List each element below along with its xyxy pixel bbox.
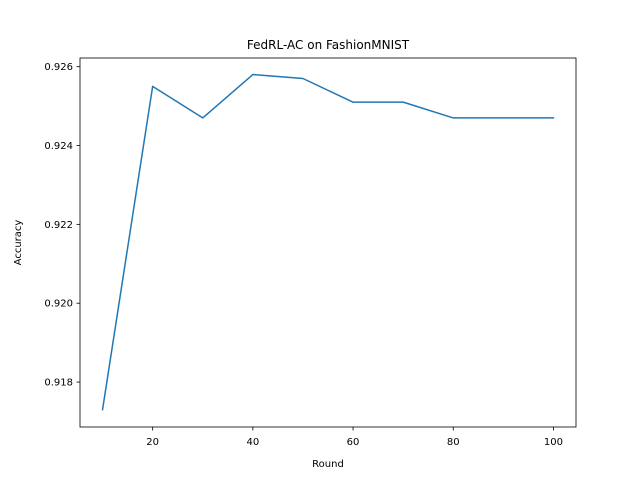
y-tick-label: 0.922	[44, 220, 73, 231]
x-axis-label: Round	[312, 459, 344, 470]
x-tick-label: 40	[246, 437, 259, 448]
x-tick-label: 60	[347, 437, 360, 448]
chart-title: FedRL-AC on FashionMNIST	[247, 38, 410, 52]
x-tick-label: 100	[544, 437, 563, 448]
y-axis-label: Accuracy	[13, 220, 24, 266]
axes-frame	[79, 57, 577, 428]
x-tick-label: 80	[447, 437, 460, 448]
x-tick-label: 20	[146, 437, 159, 448]
y-tick-label: 0.920	[44, 299, 73, 310]
y-tick-label: 0.926	[44, 62, 73, 73]
y-tick-label: 0.918	[44, 378, 73, 389]
y-tick-label: 0.924	[44, 141, 73, 152]
plot-area	[101, 73, 555, 411]
series-line	[101, 73, 555, 411]
